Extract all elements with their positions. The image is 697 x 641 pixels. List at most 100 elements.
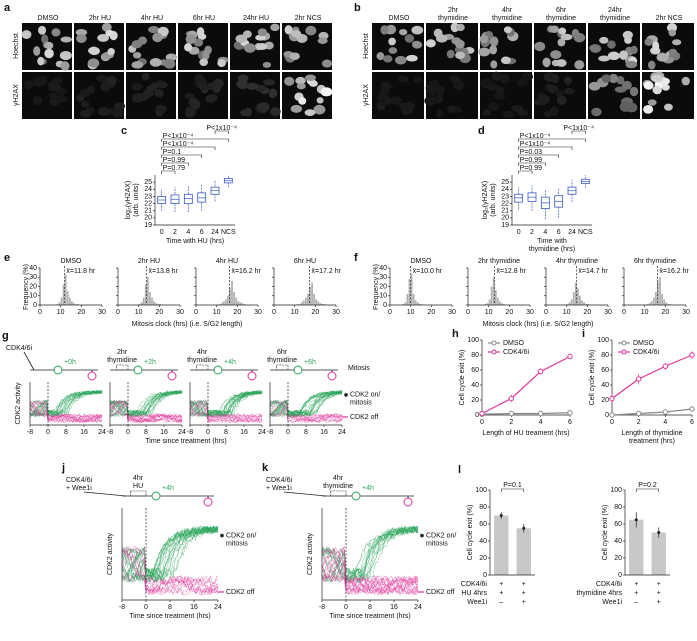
- on-marker: [420, 533, 424, 538]
- condition-label: CDK4/6i: [461, 581, 488, 588]
- histogram-bar: [583, 302, 585, 305]
- nucleus: [667, 22, 678, 33]
- x-tick-label: 8: [64, 429, 68, 436]
- line: [481, 412, 571, 415]
- marker: [689, 352, 695, 358]
- histogram-bar: [570, 299, 573, 305]
- panel-label: i: [582, 328, 585, 340]
- nucleus: [573, 32, 586, 43]
- y-tick-label: 100: [475, 487, 487, 494]
- y-tick-label: 100: [597, 337, 609, 344]
- histogram-bar: [412, 293, 415, 305]
- nucleus: [436, 85, 445, 96]
- nucleus: [296, 82, 306, 90]
- marker: [689, 406, 695, 412]
- nucleus: [598, 55, 610, 62]
- bar: [516, 528, 531, 575]
- column-label: thymidine: [438, 15, 468, 22]
- histogram-bar: [317, 301, 320, 305]
- nucleus: [388, 47, 398, 54]
- column-label: 24hr HU: [243, 15, 269, 22]
- nucleus: [21, 30, 32, 39]
- mean-label: x̄=14.7 hr: [578, 268, 608, 275]
- nucleus: [131, 82, 143, 91]
- cell-trace: [321, 526, 419, 583]
- y-tick-label: 10: [379, 293, 387, 300]
- release-label: +0h: [64, 359, 76, 366]
- nucleus: [101, 22, 112, 32]
- column-label: thymidine: [546, 15, 576, 22]
- condition-sign: +: [657, 599, 661, 606]
- bracket: [518, 138, 586, 142]
- x-tick-label: 10: [407, 309, 415, 316]
- drug-label: + Wee1i: [66, 485, 92, 492]
- treatment-label: thymidine: [187, 357, 217, 364]
- x-tick-label: 20: [233, 309, 241, 316]
- bar-top: [634, 518, 638, 522]
- nucleus: [44, 48, 54, 59]
- bracket: [518, 170, 533, 174]
- x-tick-label: 0: [610, 419, 614, 426]
- nucleus: [516, 78, 529, 87]
- y-tick-label: 24: [144, 186, 152, 193]
- treatment-box: [275, 364, 289, 371]
- bracket: [161, 154, 202, 158]
- state-label: CDK2 off: [426, 589, 454, 596]
- marker: [662, 409, 669, 415]
- nucleus: [557, 38, 566, 47]
- mitosis-label: Mitosis: [348, 365, 370, 372]
- mean-label: x̄=10.0 hr: [413, 268, 443, 275]
- nucleus: [97, 107, 110, 116]
- state-label: CDK2 off: [226, 589, 254, 596]
- column-label: 4hr HU: [141, 15, 163, 22]
- legend-label: DMSO: [633, 340, 655, 347]
- histogram-bar: [669, 304, 672, 305]
- x-tick-label: 0: [144, 604, 148, 611]
- histogram-bar: [75, 304, 77, 305]
- y-tick-label: 100: [610, 487, 622, 494]
- nucleus: [284, 76, 295, 86]
- cell-trace: [269, 390, 343, 418]
- nucleus: [502, 110, 515, 119]
- nucleus: [185, 109, 195, 118]
- x-tick-label: -8: [119, 604, 125, 611]
- histogram-bar: [488, 299, 491, 305]
- p-value: P=0.2: [638, 482, 657, 489]
- column-label: thymidine: [492, 15, 522, 22]
- histogram-bar: [298, 304, 301, 305]
- cell-trace: [270, 392, 343, 417]
- nucleus: [100, 81, 111, 92]
- nucleus: [493, 92, 506, 100]
- nucleus: [668, 48, 678, 56]
- state-label: mitosis: [426, 540, 448, 547]
- x-tick-label: 8: [304, 429, 308, 436]
- nucleus: [455, 23, 465, 32]
- x-tick-label: 30: [526, 309, 534, 316]
- nucleus: [152, 32, 163, 43]
- nucleus: [383, 96, 392, 106]
- x-tick-label: 2: [173, 229, 177, 236]
- panel-label: j: [61, 462, 65, 474]
- cell-trace: [189, 400, 263, 424]
- histogram-bar: [579, 295, 581, 305]
- x-tick-label: 24: [178, 429, 186, 436]
- x-tick-label: 20: [155, 309, 163, 316]
- marker: [567, 353, 573, 360]
- histogram-bar: [56, 304, 59, 305]
- nucleus: [648, 60, 656, 70]
- condition-sign: +: [522, 590, 526, 597]
- nucleus: [652, 41, 660, 52]
- y-tick-label: 10: [29, 293, 37, 300]
- nucleus: [202, 50, 210, 61]
- histogram-bar: [227, 295, 229, 305]
- y-tick-label: 30: [379, 274, 387, 281]
- x-tick-label: 6: [557, 229, 561, 236]
- nucleus: [141, 72, 150, 81]
- cell-trace: [121, 548, 219, 596]
- x-tick-label: 2: [509, 419, 513, 426]
- histogram-bar: [661, 293, 663, 305]
- condition-label: HU 4hrs: [461, 590, 487, 597]
- p-value: P<1x10⁻⁴: [206, 125, 237, 132]
- nucleus: [257, 102, 270, 112]
- nucleus: [556, 95, 567, 105]
